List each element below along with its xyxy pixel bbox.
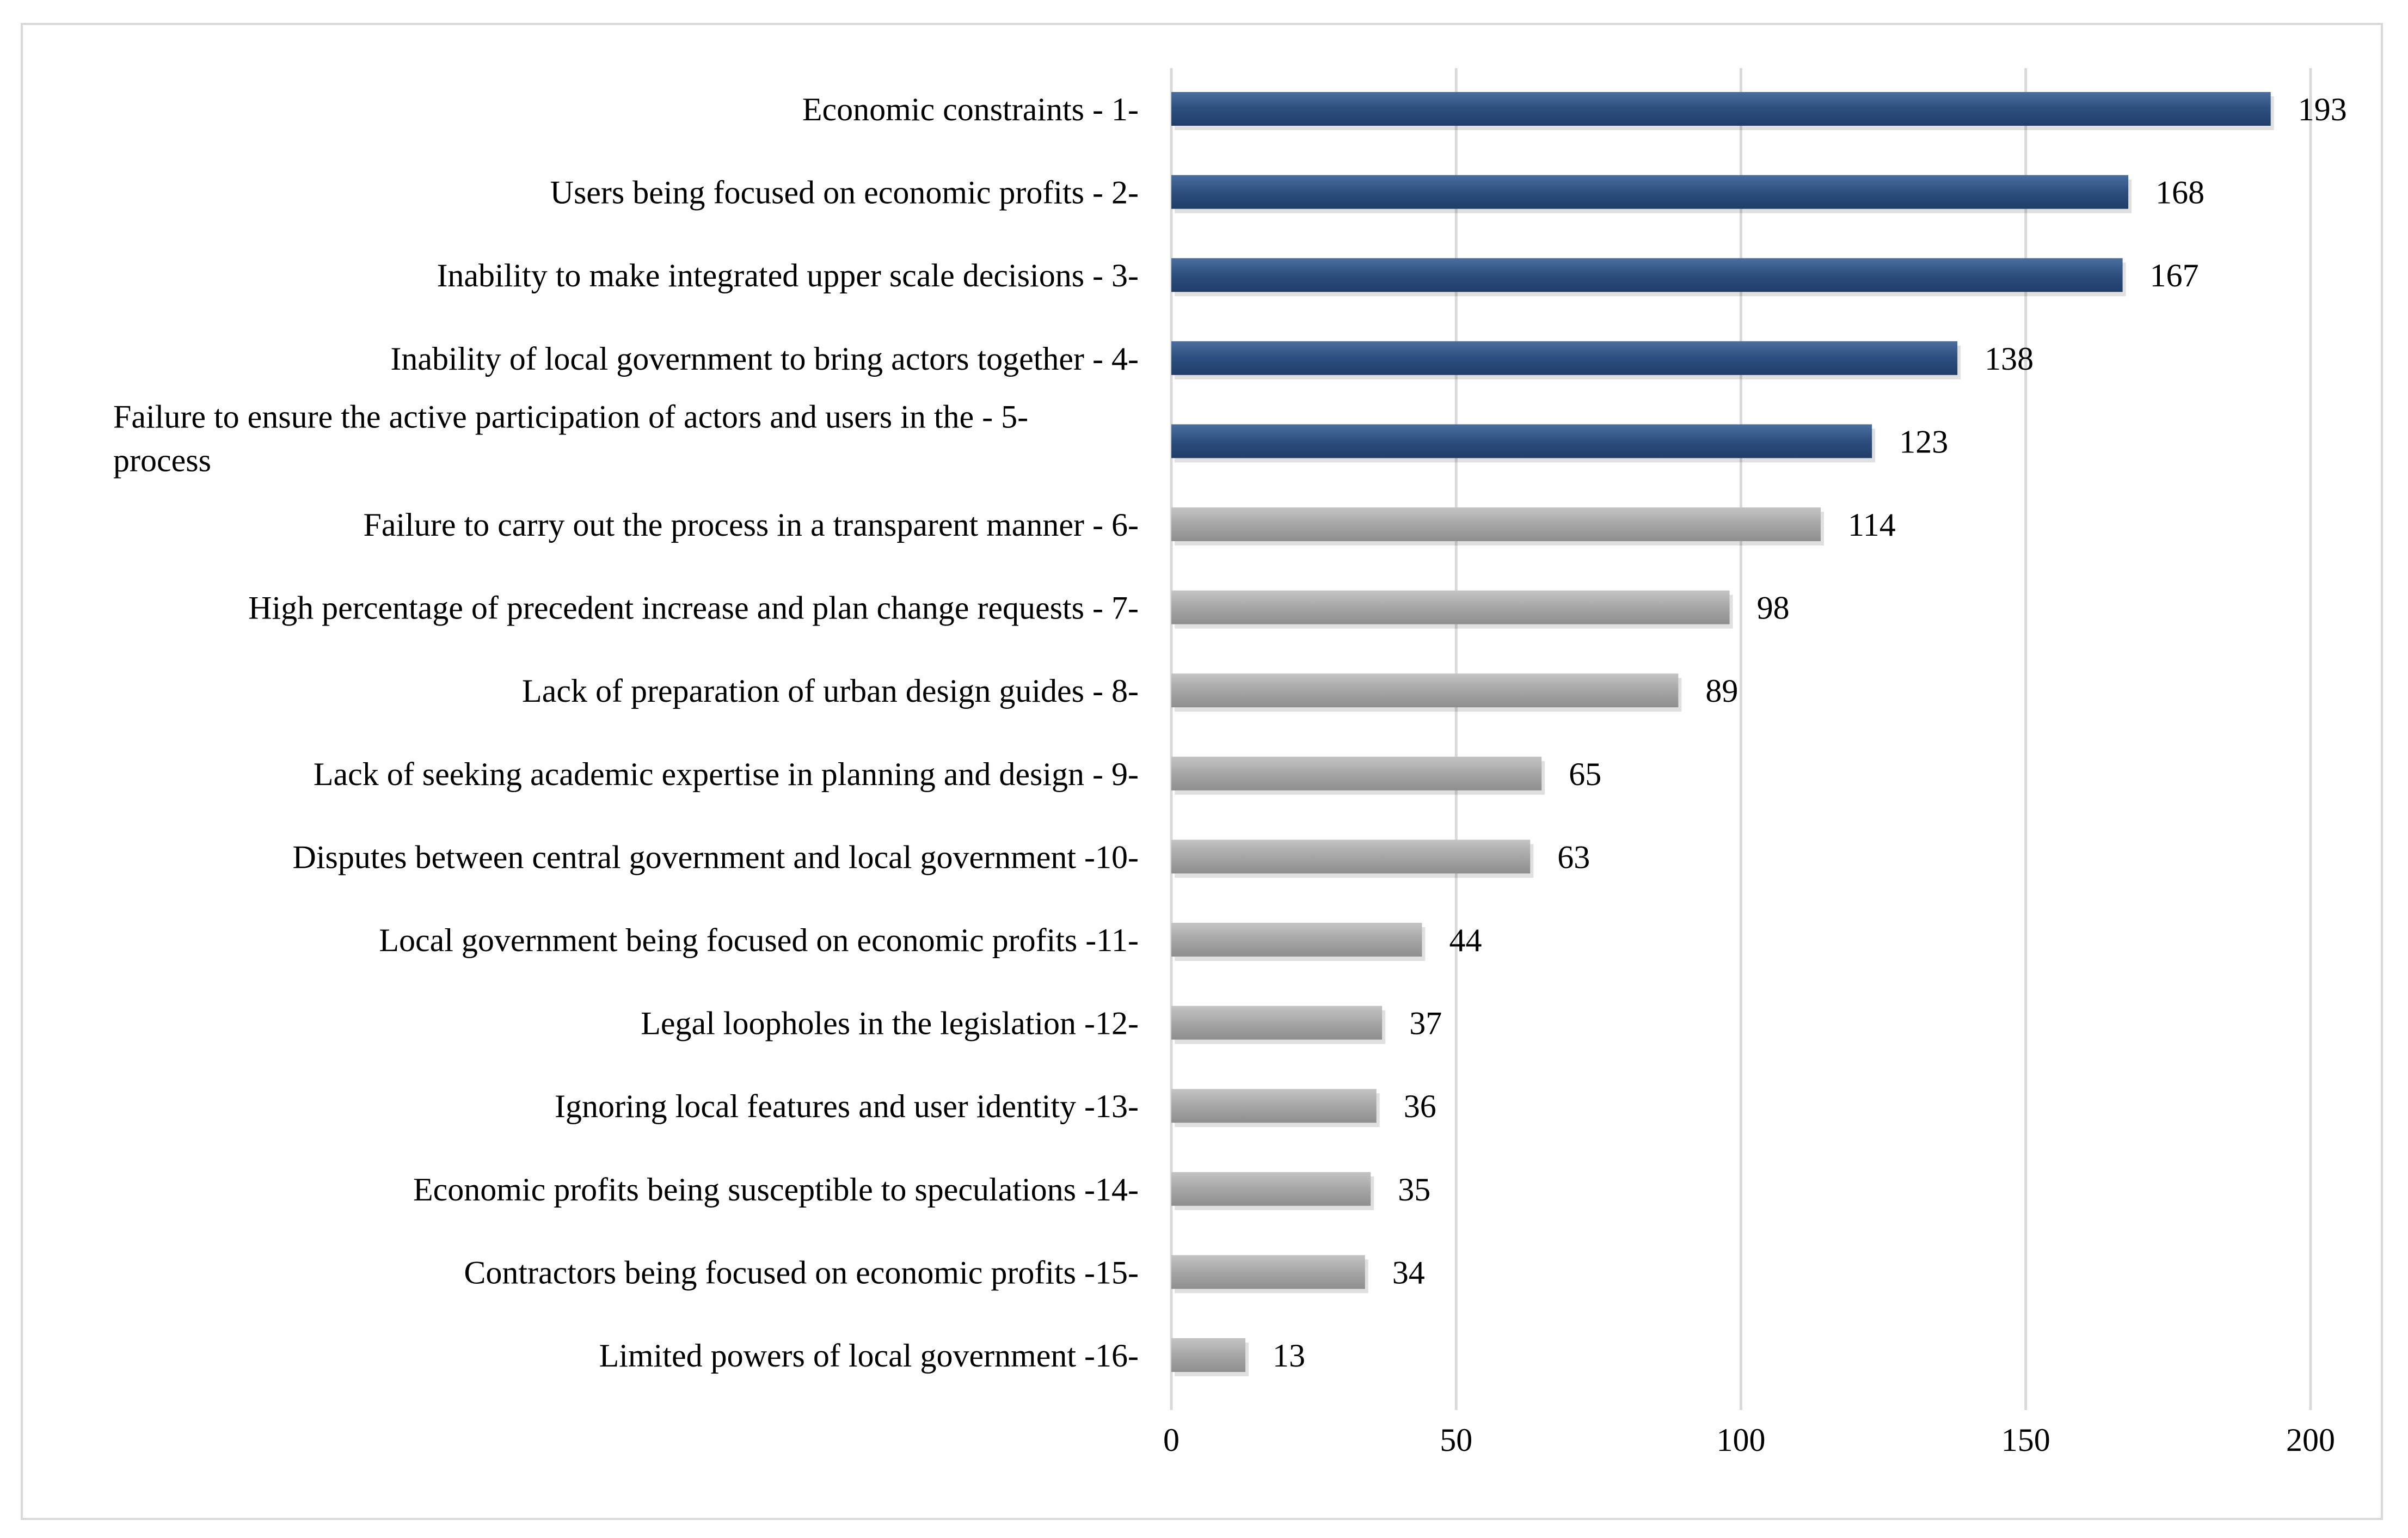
bar bbox=[1171, 1255, 1365, 1289]
data-label: 44 bbox=[1449, 922, 1482, 958]
data-labels: 193 168 167 138 123 114 98 89 65 63 44 37 36 35 34 13 bbox=[1273, 91, 2347, 1374]
bar bbox=[1171, 507, 1821, 541]
data-label: 123 bbox=[1899, 424, 1948, 459]
bar bbox=[1171, 1172, 1371, 1206]
data-label: 63 bbox=[1557, 839, 1590, 875]
data-label: 37 bbox=[1409, 1006, 1442, 1041]
category-label: Disputes between central government and … bbox=[293, 839, 1139, 875]
category-label: High percentage of precedent increase an… bbox=[248, 590, 1139, 626]
data-label: 34 bbox=[1392, 1254, 1425, 1290]
category-label: Legal loopholes in the legislation -12- bbox=[641, 1006, 1139, 1041]
bar bbox=[1171, 923, 1422, 957]
category-label: Failure to ensure the active participati… bbox=[113, 399, 1028, 434]
bar bbox=[1171, 1006, 1383, 1040]
x-tick-label: 150 bbox=[2001, 1422, 2050, 1458]
bar bbox=[1171, 424, 1872, 458]
category-label: process bbox=[113, 442, 211, 478]
x-tick-label: 50 bbox=[1440, 1422, 1472, 1458]
data-label: 98 bbox=[1757, 590, 1790, 626]
category-label: Local government being focused on econom… bbox=[379, 922, 1139, 958]
bar bbox=[1171, 258, 2123, 292]
category-label: Lack of preparation of urban design guid… bbox=[522, 673, 1139, 709]
data-label: 89 bbox=[1705, 673, 1738, 709]
data-label: 168 bbox=[2155, 175, 2204, 211]
bars bbox=[1171, 92, 2274, 1376]
category-label: Limited powers of local government -16- bbox=[599, 1338, 1139, 1374]
data-label: 35 bbox=[1398, 1172, 1430, 1208]
bar bbox=[1171, 673, 1679, 708]
x-tick-label: 100 bbox=[1717, 1422, 1766, 1458]
data-label: 114 bbox=[1848, 507, 1896, 543]
x-tick-label: 200 bbox=[2286, 1422, 2335, 1458]
bar bbox=[1171, 92, 2271, 126]
data-label: 13 bbox=[1273, 1338, 1305, 1374]
category-label: Contractors being focused on economic pr… bbox=[464, 1254, 1139, 1290]
bar bbox=[1171, 756, 1542, 791]
category-label: Failure to carry out the process in a tr… bbox=[364, 507, 1139, 543]
data-label: 65 bbox=[1569, 756, 1601, 792]
x-axis-ticks: 0 50 100 150 200 bbox=[1163, 1422, 2335, 1458]
bar bbox=[1171, 840, 1531, 874]
bar bbox=[1171, 1089, 1377, 1123]
category-label: Inability of local government to bring a… bbox=[390, 341, 1139, 377]
category-label: Economic profits being susceptible to sp… bbox=[413, 1172, 1139, 1208]
bar bbox=[1171, 1338, 1246, 1372]
data-label: 193 bbox=[2298, 91, 2347, 127]
data-label: 138 bbox=[1985, 341, 2034, 377]
category-label: Inability to make integrated upper scale… bbox=[437, 258, 1139, 293]
data-label: 36 bbox=[1404, 1088, 1436, 1124]
category-label: Ignoring local features and user identit… bbox=[555, 1088, 1139, 1124]
category-label: Economic constraints - 1- bbox=[802, 91, 1139, 127]
bar bbox=[1171, 341, 1958, 375]
x-tick-label: 0 bbox=[1163, 1422, 1180, 1458]
bar bbox=[1171, 590, 1730, 624]
category-label: Users being focused on economic profits … bbox=[550, 175, 1139, 211]
category-label: Lack of seeking academic expertise in pl… bbox=[314, 756, 1139, 792]
bar bbox=[1171, 175, 2129, 209]
data-label: 167 bbox=[2150, 258, 2199, 293]
category-labels: Economic constraints - 1- Users being foc… bbox=[113, 91, 1139, 1374]
